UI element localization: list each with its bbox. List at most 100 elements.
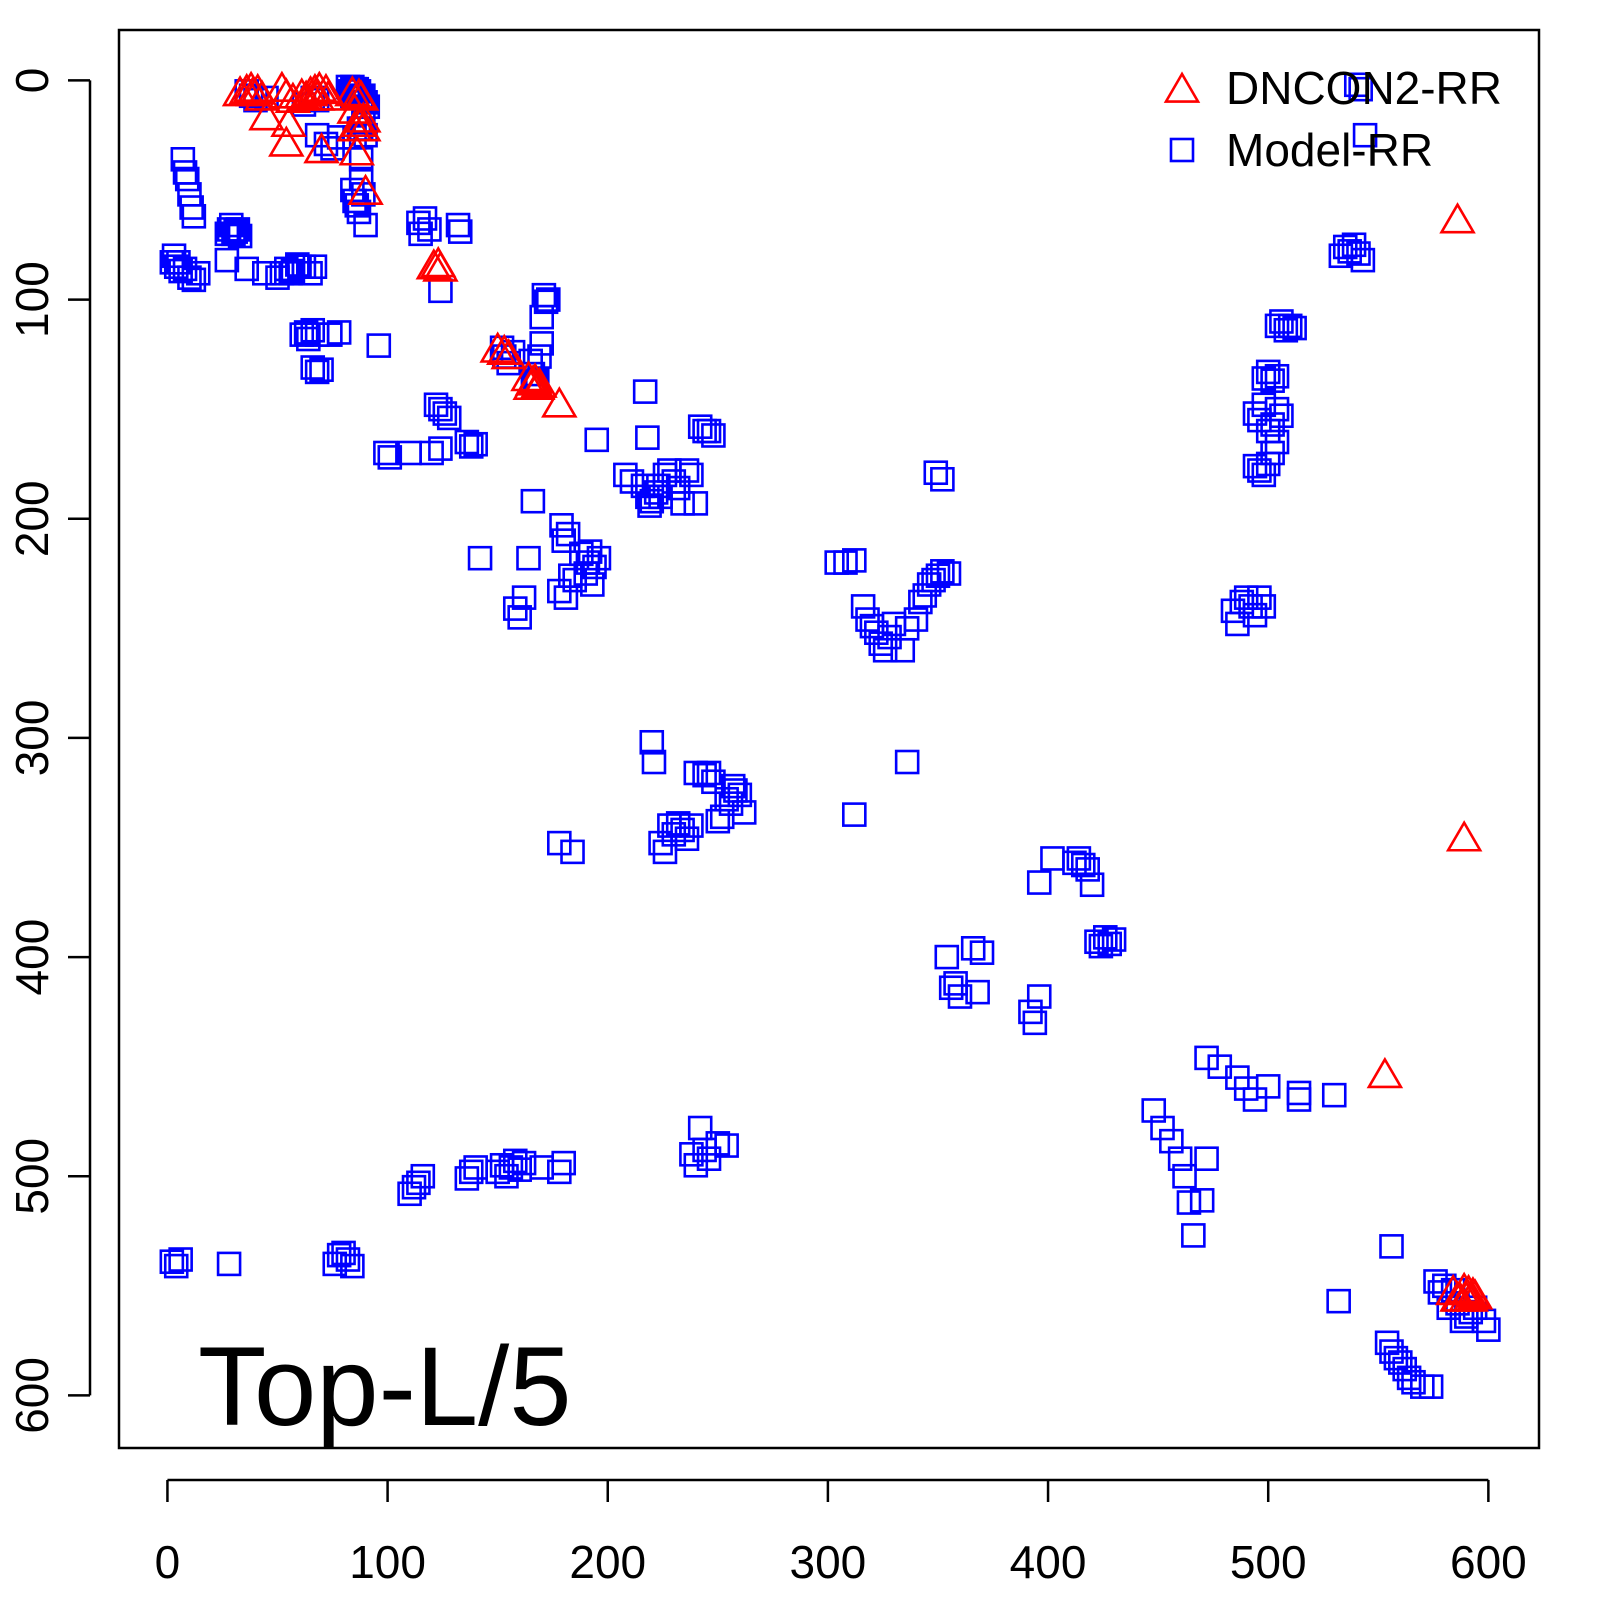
model-rr-point (318, 322, 343, 347)
model-rr-point (555, 521, 581, 547)
model-rr-point (181, 267, 207, 293)
model-rr-point (1374, 1330, 1400, 1356)
model-rr-point (302, 254, 328, 279)
model-rr-point (903, 607, 929, 632)
model-rr-point (168, 258, 193, 284)
model-rr-point (1476, 1317, 1501, 1342)
model-rr-point (185, 260, 211, 286)
model-rr-point (683, 760, 709, 786)
model-rr-point (377, 445, 403, 470)
model-rr-point (373, 440, 398, 466)
x-tick-label: 600 (1450, 1536, 1527, 1588)
model-rr-point (1260, 368, 1285, 393)
model-rr-point (921, 567, 946, 593)
model-rr-point (1337, 239, 1362, 264)
model-rr-point (1255, 1074, 1281, 1099)
model-rr-point (969, 940, 995, 965)
model-rr-point (670, 491, 695, 516)
model-rr-point (428, 436, 453, 461)
model-rr-point (300, 355, 326, 380)
model-rr-point (445, 212, 471, 238)
model-rr-point (1088, 933, 1114, 959)
model-rr-point (833, 550, 858, 575)
model-rr-point (1242, 453, 1268, 479)
model-rr-point (221, 221, 246, 247)
model-rr-point (551, 1150, 577, 1176)
model-rr-point (511, 585, 537, 610)
model-rr-point (408, 221, 433, 247)
model-rr-point (536, 287, 561, 312)
model-rr-point (930, 559, 955, 584)
model-rr-point (285, 252, 310, 277)
model-rr-point (842, 548, 867, 573)
model-rr-point (665, 475, 691, 501)
model-rr-point (309, 357, 334, 383)
model-rr-point (346, 199, 372, 225)
model-rr-point (163, 1253, 189, 1279)
model-rr-point (1326, 1288, 1351, 1314)
annotation-label: Top-L/5 (198, 1324, 572, 1449)
y-tick-label: 400 (6, 919, 58, 996)
model-rr-point (366, 333, 392, 358)
model-rr-point (639, 729, 665, 755)
model-rr-point (965, 979, 990, 1005)
model-rr-point (1341, 232, 1367, 258)
dncon2-rr-point (338, 134, 376, 166)
model-rr-point (648, 830, 673, 856)
dncon2-rr-point (1456, 1278, 1494, 1310)
model-rr-point (1159, 1128, 1184, 1154)
model-rr-point (569, 541, 594, 567)
x-tick-label: 400 (1010, 1536, 1087, 1588)
model-rr-point (1251, 366, 1277, 391)
model-rr-point (1194, 1045, 1219, 1071)
y-tick-label: 300 (6, 700, 58, 777)
model-rr-point (351, 182, 376, 207)
model-rr-point (665, 811, 691, 836)
model-rr-point (177, 265, 202, 290)
dncon2-rr-point (1366, 1056, 1404, 1089)
model-rr-point (502, 1148, 528, 1174)
model-rr-point (179, 195, 204, 220)
model-rr-point (727, 782, 753, 808)
model-rr-point (701, 423, 726, 448)
model-rr-point (1062, 850, 1087, 876)
model-rr-point (423, 392, 449, 418)
model-rr-point (436, 405, 462, 431)
dncon2-rr-point (422, 250, 459, 282)
model-rr-point (181, 203, 207, 229)
model-rr-point (674, 458, 700, 483)
model-rr-point (692, 762, 717, 788)
model-rr-point (1321, 1082, 1347, 1108)
y-axis: 0 100 200 300 400 500 600 (6, 68, 92, 1434)
model-rr-point (326, 320, 352, 345)
model-rr-point (1282, 315, 1307, 341)
model-rr-point (1141, 1098, 1167, 1123)
model-rr-point (1079, 872, 1105, 898)
model-rr-point (1388, 1350, 1413, 1375)
model-rr-point (454, 429, 480, 455)
model-rr-point (1350, 247, 1376, 273)
model-rr-point (1247, 458, 1272, 483)
model-rr-point (696, 418, 722, 444)
model-rr-point (458, 1159, 484, 1185)
dncon2-rr-point (415, 248, 453, 280)
model-rr-point (1092, 925, 1118, 950)
model-rr-point (1097, 931, 1122, 957)
model-rr-point (419, 440, 444, 466)
y-tick-label: 100 (6, 261, 58, 338)
model-rr-point (1181, 1223, 1206, 1248)
model-rr-point (463, 431, 488, 457)
model-rr-point (696, 760, 722, 786)
model-rr-point (417, 217, 442, 242)
model-rr-point (551, 528, 577, 553)
model-rr-point (340, 1253, 365, 1279)
dncon2-rr-point (334, 74, 371, 107)
model-rr-point (679, 462, 704, 488)
model-rr-point (1242, 1087, 1268, 1112)
dncon2-rr-point (303, 131, 340, 164)
model-rr-point (214, 247, 240, 273)
model-rr-point (511, 1150, 537, 1176)
model-rr-point (923, 460, 949, 486)
plot-frame (117, 28, 1541, 1450)
